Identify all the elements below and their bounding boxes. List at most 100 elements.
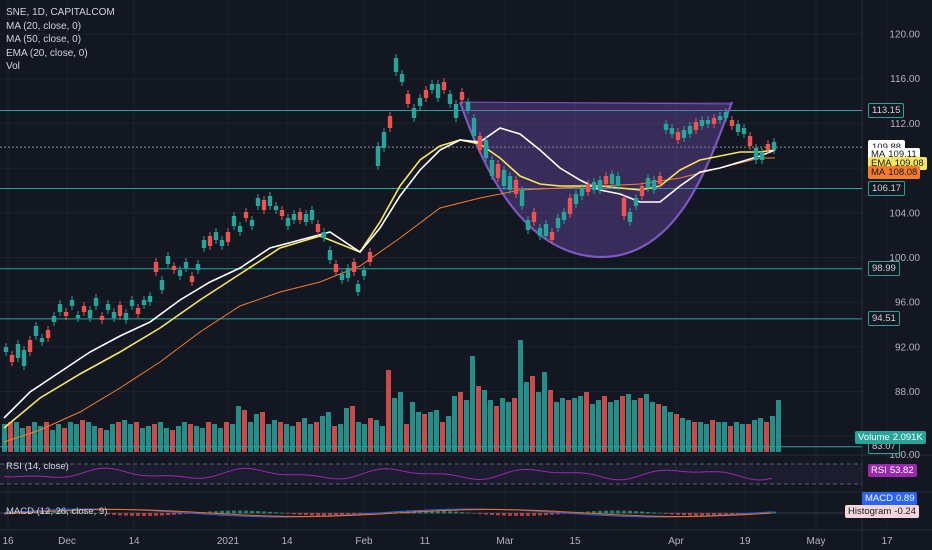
macd-histogram-bar [484, 513, 488, 515]
volume-bar [554, 402, 559, 452]
volume-bar [434, 410, 439, 452]
candle-body [267, 196, 273, 206]
volume-bar [764, 422, 769, 452]
candle-body [513, 180, 519, 194]
macd-histogram-bar [226, 510, 230, 514]
volume-bar [374, 420, 379, 452]
volume-bar [662, 406, 667, 452]
volume-bar [80, 420, 85, 452]
macd-tag-value: 0.89 [895, 493, 915, 504]
macd-histogram-bar [610, 510, 614, 514]
volume-bar [338, 424, 343, 452]
macd-histogram-bar [646, 511, 650, 514]
candle-body [657, 176, 663, 184]
candle-body [729, 120, 735, 126]
volume-bar [722, 422, 727, 452]
time-axis-label[interactable]: 2021 [217, 536, 240, 547]
price-axis-label: 116.00 [890, 74, 920, 85]
time-axis-label[interactable]: 14 [128, 536, 140, 547]
legend-ema20[interactable]: EMA (20, close, 0) [6, 47, 88, 59]
volume-bar [122, 420, 127, 452]
candle-body [39, 338, 45, 342]
volume-bar [140, 428, 145, 452]
time-axis-label[interactable]: 16 [2, 536, 14, 547]
time-axis-label[interactable]: Mar [496, 536, 514, 547]
macd-histogram-bar [592, 511, 596, 514]
candle-body [123, 313, 129, 320]
legend-ma50[interactable]: MA (50, close, 0) [6, 34, 82, 45]
volume-bar [470, 356, 475, 452]
candle-body [249, 220, 255, 226]
volume-bar [500, 398, 505, 452]
volume-bar [350, 406, 355, 452]
rsi-tag-value: 53.82 [889, 465, 914, 476]
volume-bar [494, 406, 499, 452]
volume-tag-name: Volume [858, 432, 890, 443]
candle-body [129, 300, 135, 306]
volume-bar [242, 410, 247, 452]
rsi-pane-label[interactable]: RSI (14, close) [6, 461, 69, 472]
volume-bar [302, 418, 307, 452]
candle-body [477, 136, 483, 150]
candle-body [717, 116, 723, 120]
volume-bar [650, 402, 655, 452]
volume-bar [584, 392, 589, 452]
time-axis-label[interactable]: 15 [569, 536, 581, 547]
candle-body [201, 240, 207, 248]
time-axis-label[interactable]: Dec [58, 536, 76, 547]
candle-body [549, 232, 555, 240]
macd-histogram-bar [694, 513, 698, 516]
macd-pane-label[interactable]: MACD (12, 26, close, 9) [6, 506, 108, 517]
legend-ma20[interactable]: MA (20, close, 0) [6, 20, 82, 32]
candle-body [27, 340, 33, 352]
time-axis-label[interactable]: 17 [881, 536, 893, 547]
candle-body [453, 104, 459, 118]
time-axis-label[interactable]: Apr [668, 536, 684, 547]
level-113-tag: 113.15 [868, 103, 905, 119]
volume-bar [428, 412, 433, 452]
volume-bar [632, 400, 637, 452]
time-axis-label[interactable]: 11 [420, 536, 431, 547]
candle-body [273, 206, 279, 210]
candle-body [177, 270, 183, 276]
volume-bar [92, 426, 97, 452]
volume-bar [506, 402, 511, 452]
macd-histogram-bar [538, 513, 542, 516]
volume-bar [602, 396, 607, 452]
macd-histogram-bar [82, 512, 86, 514]
macd-histogram-bar [472, 513, 476, 514]
symbol-title[interactable]: SNE, 1D, CAPITALCOM [6, 7, 115, 18]
macd-histogram-bar [760, 512, 764, 514]
candle-body [711, 118, 717, 124]
volume-bar [332, 426, 337, 452]
price-axis-label: 88.00 [895, 387, 920, 398]
legend-vol[interactable]: Vol [6, 61, 20, 72]
time-axis-label[interactable]: 14 [281, 536, 293, 547]
volume-bar [230, 424, 235, 452]
ema-tag-value: 109.08 [894, 158, 924, 170]
candle-body [315, 224, 321, 232]
volume-bar [398, 392, 403, 452]
time-axis-label[interactable]: Feb [355, 536, 373, 547]
volume-bar [248, 422, 253, 452]
time-axis-label[interactable]: 19 [739, 536, 751, 547]
volume-bar [362, 424, 367, 452]
macd-histogram-bar [298, 513, 302, 515]
time-axis-label[interactable]: May [807, 536, 826, 547]
macd-histogram-bar [142, 513, 146, 516]
macd-histogram-bar [388, 512, 392, 514]
candle-body [627, 212, 633, 222]
macd-histogram-bar [310, 513, 314, 516]
candle-body [489, 160, 495, 176]
macd-histogram-bar [64, 510, 68, 514]
volume-bar [638, 398, 643, 452]
volume-bar [740, 424, 745, 452]
cup-rim [459, 101, 733, 105]
candle-body [411, 108, 417, 118]
volume-bar [770, 416, 775, 452]
volume-bar [176, 426, 181, 452]
macd-histogram-bar [88, 512, 92, 514]
candle-body [171, 266, 177, 270]
